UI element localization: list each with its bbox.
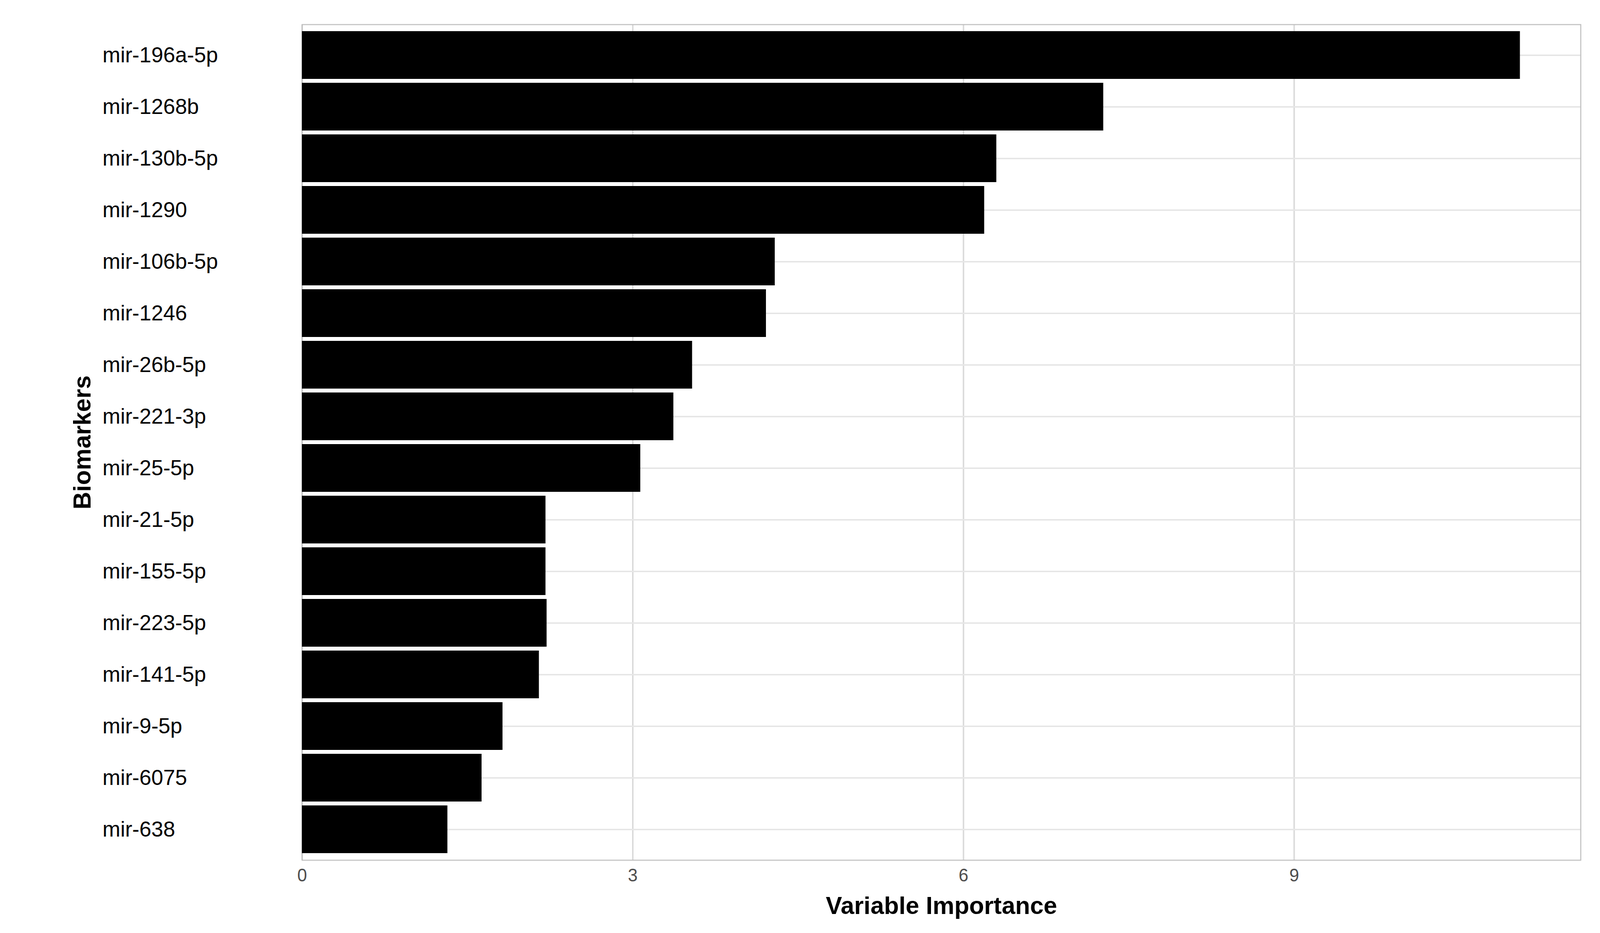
svg-text:mir-1290: mir-1290 xyxy=(102,197,188,222)
svg-text:mir-26b-5p: mir-26b-5p xyxy=(102,352,207,377)
svg-text:mir-106b-5p: mir-106b-5p xyxy=(102,249,219,274)
svg-text:mir-155-5p: mir-155-5p xyxy=(102,558,207,583)
svg-text:mir-638: mir-638 xyxy=(102,817,176,841)
svg-text:mir-1246: mir-1246 xyxy=(102,300,188,325)
svg-text:mir-141-5p: mir-141-5p xyxy=(102,662,207,687)
svg-text:mir-221-3p: mir-221-3p xyxy=(102,404,207,428)
svg-text:mir-1268b: mir-1268b xyxy=(102,94,200,119)
svg-text:3: 3 xyxy=(628,865,638,886)
svg-text:Biomarkers: Biomarkers xyxy=(68,375,96,510)
svg-text:mir-25-5p: mir-25-5p xyxy=(102,455,195,480)
svg-text:mir-196a-5p: mir-196a-5p xyxy=(102,42,219,67)
svg-text:mir-21-5p: mir-21-5p xyxy=(102,507,195,532)
svg-text:0: 0 xyxy=(297,865,307,886)
svg-text:mir-9-5p: mir-9-5p xyxy=(102,713,183,738)
svg-text:mir-223-5p: mir-223-5p xyxy=(102,610,207,635)
svg-text:Variable Importance: Variable Importance xyxy=(825,892,1058,920)
svg-text:mir-6075: mir-6075 xyxy=(102,765,188,790)
svg-text:6: 6 xyxy=(958,865,969,886)
svg-text:9: 9 xyxy=(1289,865,1300,886)
svg-text:mir-130b-5p: mir-130b-5p xyxy=(102,146,219,170)
